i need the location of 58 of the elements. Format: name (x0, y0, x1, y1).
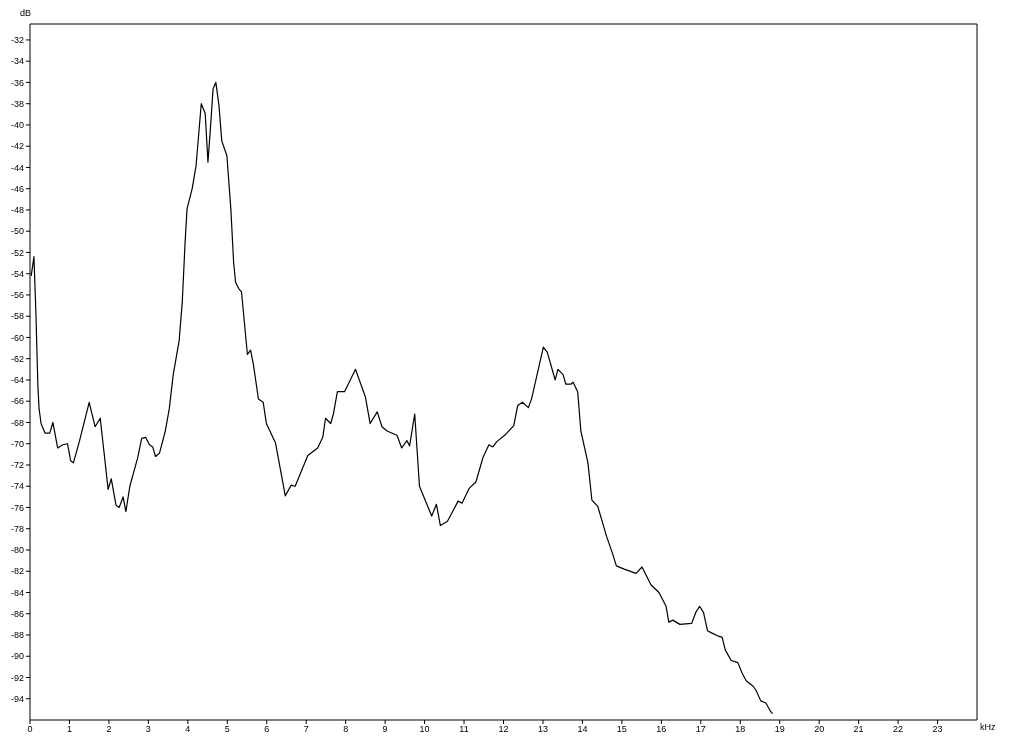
y-tick-label: -58 (10, 311, 24, 322)
y-tick-label: -48 (10, 205, 24, 216)
y-tick-label: -64 (10, 375, 24, 386)
x-tick-label: 13 (537, 724, 548, 735)
y-tick-label: -42 (10, 141, 24, 152)
x-tick-label: 3 (145, 724, 151, 735)
x-tick-label: 19 (774, 724, 785, 735)
y-tick-label: -70 (10, 438, 24, 449)
x-tick-label: 21 (853, 724, 864, 735)
x-tick-label: 17 (695, 724, 706, 735)
x-tick-label: 4 (185, 724, 191, 735)
x-tick-label: 20 (814, 724, 825, 735)
y-tick-label: -88 (10, 630, 24, 641)
x-tick-label: 2 (106, 724, 112, 735)
x-tick-label: 0 (27, 724, 33, 735)
y-tick-label: -72 (10, 460, 24, 471)
x-tick-label: 1 (66, 724, 72, 735)
x-tick-label: 10 (419, 724, 430, 735)
y-tick-label: -50 (10, 226, 24, 237)
x-tick-label: 18 (735, 724, 746, 735)
x-tick-label: 12 (498, 724, 509, 735)
y-tick-label: -34 (10, 56, 24, 67)
y-tick-label: -78 (10, 523, 24, 534)
x-axis-title: kHz (980, 722, 996, 732)
x-tick-label: 9 (382, 724, 388, 735)
y-tick-label: -66 (10, 396, 24, 407)
x-tick-label: 16 (656, 724, 667, 735)
x-tick-label: 23 (932, 724, 943, 735)
y-tick-label: -86 (10, 608, 24, 619)
y-tick-label: -52 (10, 247, 24, 258)
y-axis-title: dB (20, 8, 32, 18)
y-tick-label: -46 (10, 183, 24, 194)
x-tick-label: 8 (343, 724, 349, 735)
x-tick-label: 22 (893, 724, 904, 735)
y-tick-label: -84 (10, 587, 24, 598)
y-tick-label: -90 (10, 651, 24, 662)
y-tick-label: -62 (10, 353, 24, 364)
y-tick-label: -36 (10, 77, 24, 88)
x-tick-label: 11 (459, 724, 469, 735)
y-tick-label: -56 (10, 290, 24, 301)
y-tick-label: -76 (10, 502, 24, 513)
y-tick-label: -94 (10, 693, 24, 704)
y-tick-label: -54 (10, 268, 24, 279)
y-tick-label: -74 (10, 481, 24, 492)
x-tick-label: 5 (224, 724, 230, 735)
y-tick-label: -44 (10, 162, 24, 173)
y-tick-label: -32 (10, 35, 24, 46)
x-tick-label: 7 (303, 724, 309, 735)
y-tick-label: -68 (10, 417, 24, 428)
y-tick-label: -38 (10, 98, 24, 109)
x-tick-label: 6 (264, 724, 270, 735)
x-tick-label: 14 (577, 724, 588, 735)
x-tick-label: 15 (616, 724, 627, 735)
y-tick-label: -60 (10, 332, 24, 343)
y-tick-label: -92 (10, 672, 24, 683)
y-tick-label: -40 (10, 120, 24, 131)
y-tick-label: -80 (10, 545, 24, 556)
y-tick-label: -82 (10, 566, 24, 577)
